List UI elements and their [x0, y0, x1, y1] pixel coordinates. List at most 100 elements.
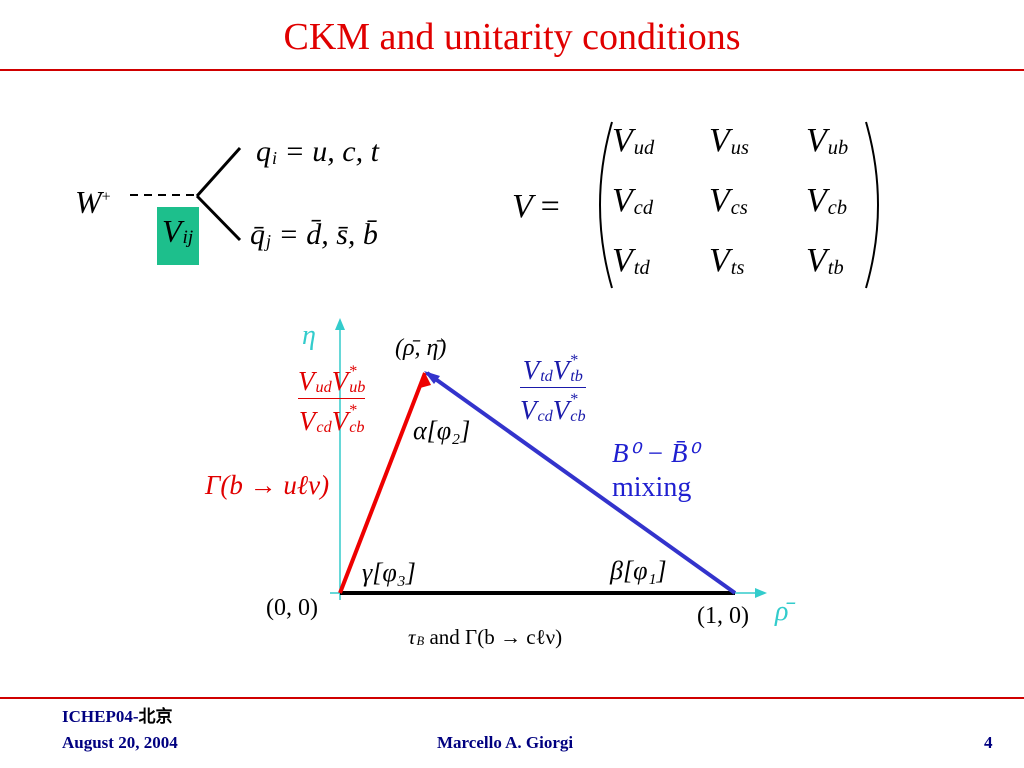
subscript: tb [827, 256, 844, 279]
symbol-base: V [331, 366, 349, 397]
mixing: B⁰ − B̄⁰ [612, 438, 699, 468]
arrowhead [420, 373, 431, 388]
subscript: us [730, 136, 749, 159]
subscript: ub [827, 136, 849, 159]
conference-name: ICHEP04- [62, 707, 139, 726]
symbol: V * cb [331, 402, 365, 436]
scripts: ud [633, 136, 655, 159]
symbol-base: V [522, 355, 540, 386]
symbol-base: V [806, 242, 827, 279]
scripts: us [730, 136, 749, 159]
rho-label: ρ̄ [775, 596, 789, 627]
quark-line [195, 194, 242, 242]
symbol-base: V [709, 182, 730, 219]
triangle-right [425, 371, 737, 595]
subscript: ud [315, 378, 332, 397]
scripts: i [272, 149, 277, 167]
subscript: cb [349, 417, 365, 436]
scripts: td [634, 257, 650, 278]
symbol-base: V [520, 394, 537, 425]
matrix-symbol: V [512, 188, 533, 225]
subscript: ub [349, 378, 366, 397]
symbol-base: V [298, 366, 315, 397]
superscript: * [570, 390, 579, 409]
fraction-bar [520, 387, 586, 389]
city: 北京 [138, 707, 173, 727]
arrowhead [424, 371, 440, 384]
symbol-base: V [806, 182, 827, 219]
scripts: B [417, 635, 425, 648]
subscript: cs [730, 196, 748, 219]
symbol: q̄ j [250, 218, 271, 251]
symbol-base: V [162, 213, 182, 249]
symbol-base: V [331, 405, 349, 436]
down-quarks: q̄ j = d̄, s̄, b̄ [250, 218, 378, 251]
mixing-word: mixing [612, 472, 692, 503]
scripts: ij [183, 228, 194, 247]
symbol-base: V [612, 122, 633, 159]
equals: = [540, 188, 560, 225]
subscript: ij [182, 226, 194, 248]
symbol-base: V [552, 394, 570, 425]
scripts: cs [730, 196, 748, 219]
subscript: ud [633, 136, 655, 159]
date: August 20, 2004 [62, 733, 178, 752]
subscript: cd [537, 406, 553, 425]
scripts: * tb [570, 351, 583, 385]
subscript: td [540, 367, 553, 386]
scripts: ts [731, 257, 745, 278]
symbol-base: V [298, 405, 316, 436]
beta: β[φ₁] [610, 556, 667, 585]
superscript: * [349, 362, 358, 380]
process: and Γ(b → cℓν) [429, 625, 563, 649]
author: Marcello A. Giorgi [437, 733, 574, 752]
fraction-bar [298, 398, 366, 400]
subscript: cd [316, 417, 332, 436]
superscript: * [570, 351, 579, 369]
boson-charge: + [101, 188, 111, 206]
eta-label: η [302, 320, 316, 351]
quark-list: = u, c, t [284, 135, 379, 168]
symbol-base: q̄ [250, 218, 265, 251]
scripts: cd [316, 417, 332, 436]
boson: W+ [75, 186, 111, 218]
scripts: td [540, 368, 553, 384]
quark: q̄ j [250, 218, 271, 251]
scripts: * cb [349, 402, 365, 436]
gamma: γ[φ₃] [362, 558, 416, 587]
scripts: j [266, 232, 271, 250]
coupling-box [157, 207, 199, 265]
arrowhead [335, 318, 345, 330]
symbol-base: τ [408, 625, 416, 649]
symbol: V * tb [553, 351, 583, 385]
symbol-base: V [709, 122, 730, 159]
subscript: cb [827, 196, 848, 219]
title: CKM and unitarity conditions [283, 16, 741, 58]
ckm-lhs: V = [512, 190, 560, 224]
subscript: cb [570, 406, 586, 425]
